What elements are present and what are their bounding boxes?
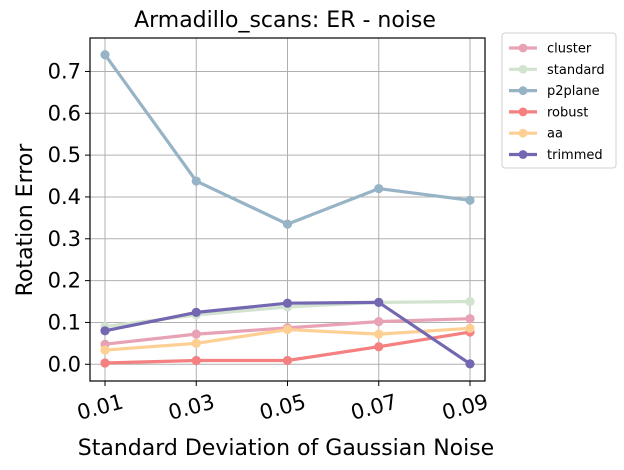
data-point <box>465 296 475 307</box>
data-point <box>374 297 384 307</box>
x-tick-label: 0.01 <box>74 390 125 425</box>
y-axis-label: Rotation Error <box>13 143 38 297</box>
legend-swatch-marker <box>518 107 528 117</box>
y-tick-label: 0.1 <box>48 310 81 334</box>
chart-title: Armadillo_scans: ER - noise <box>134 8 436 33</box>
series-p2plane <box>100 50 475 229</box>
y-tick-label: 0.4 <box>48 185 81 209</box>
legend-swatch-marker <box>518 150 528 159</box>
series-layer <box>100 50 475 369</box>
data-point <box>191 176 201 186</box>
data-point <box>374 329 384 339</box>
legend-label: standard <box>547 63 605 78</box>
data-point <box>374 317 384 327</box>
legend-label: robust <box>547 105 588 120</box>
data-point <box>100 50 110 60</box>
legend-item: robust <box>509 105 588 120</box>
legend-label: aa <box>547 127 563 142</box>
y-tick-label: 0.7 <box>48 59 81 83</box>
data-point <box>191 307 201 317</box>
series-aa <box>100 323 475 355</box>
data-point <box>100 345 110 355</box>
x-axis: 0.01 0.03 0.05 0.07 0.09 <box>74 381 491 425</box>
legend-label: trimmed <box>547 148 603 163</box>
legend-item: cluster <box>509 42 592 57</box>
data-point <box>191 355 201 366</box>
legend-swatch-marker <box>518 128 528 138</box>
legend-item: standard <box>509 63 605 78</box>
data-point <box>374 183 384 194</box>
data-point <box>465 359 475 369</box>
x-tick-label: 0.07 <box>348 390 399 425</box>
data-point <box>282 355 293 366</box>
y-tick-label: 0.0 <box>48 352 81 376</box>
data-point <box>282 324 293 335</box>
legend: cluster standard p2plane robust aa trimmed <box>501 32 617 169</box>
data-point <box>282 298 293 308</box>
y-tick-label: 0.5 <box>48 143 81 167</box>
y-tick-label: 0.6 <box>48 101 81 125</box>
legend-item: trimmed <box>509 148 603 163</box>
data-point <box>465 195 475 205</box>
x-axis-label: Standard Deviation of Gaussian Noise <box>78 436 494 461</box>
series-trimmed <box>100 297 475 369</box>
data-point <box>191 329 201 339</box>
x-tick-label: 0.03 <box>166 390 217 425</box>
y-axis: 0.0 0.1 0.2 0.3 0.4 0.5 0.6 0.7 <box>48 59 90 376</box>
legend-item: aa <box>509 127 563 142</box>
legend-label: p2plane <box>547 84 600 99</box>
y-tick-label: 0.3 <box>48 227 81 251</box>
legend-item: p2plane <box>509 84 600 99</box>
legend-swatch-marker <box>518 86 528 95</box>
legend-label: cluster <box>547 42 592 57</box>
data-point <box>465 323 475 333</box>
data-point <box>374 342 384 352</box>
legend-swatch-marker <box>518 43 528 53</box>
data-point <box>100 326 110 336</box>
y-tick-label: 0.2 <box>48 269 81 293</box>
data-point <box>465 314 475 324</box>
x-tick-label: 0.09 <box>439 390 490 425</box>
x-tick-label: 0.05 <box>257 390 308 425</box>
data-point <box>282 219 293 229</box>
data-point <box>100 358 110 368</box>
legend-swatch-marker <box>518 64 528 74</box>
data-point <box>191 338 201 348</box>
